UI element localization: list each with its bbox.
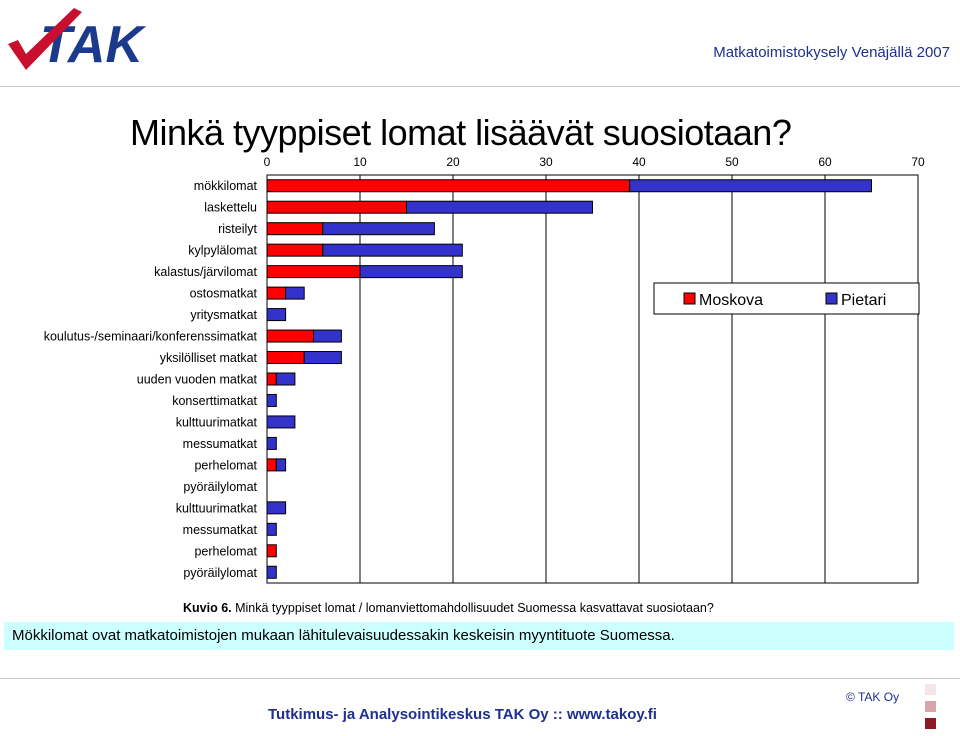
y-category-label: messumatkat bbox=[183, 437, 258, 451]
bar-moskova bbox=[266, 200, 407, 214]
y-category-label: mökkilomat bbox=[194, 179, 258, 193]
y-category-label: messumatkat bbox=[183, 523, 258, 537]
note-banner bbox=[4, 622, 954, 650]
y-category-label: laskettelu bbox=[204, 201, 257, 215]
tak-logo: TAK bbox=[4, 6, 156, 74]
legend-swatch bbox=[683, 292, 696, 305]
y-category-label: ostosmatkat bbox=[190, 287, 258, 301]
bar-pietari bbox=[322, 243, 463, 257]
bar-pietari bbox=[266, 436, 277, 450]
bar-chart: 0 10 20 30 40 50 60 70 mökkilomat laskettelu rist… bbox=[44, 155, 925, 584]
y-category-label: uuden vuoden matkat bbox=[137, 373, 258, 387]
x-tick-label: 70 bbox=[911, 155, 925, 169]
figure-caption: Kuvio 6. Minkä tyyppiset lomat / lomanvi… bbox=[183, 601, 714, 615]
bar-moskova bbox=[266, 372, 277, 386]
x-tick-label: 20 bbox=[446, 155, 460, 169]
y-category-label: konserttimatkat bbox=[172, 394, 257, 408]
y-category-label: yritysmatkat bbox=[190, 308, 257, 322]
y-category-label: perhelomat bbox=[194, 544, 257, 558]
bar-moskova bbox=[266, 329, 314, 343]
y-category-label: kulttuurimatkat bbox=[176, 415, 258, 429]
header-title: Matkatoimistokysely Venäjällä 2007 bbox=[713, 44, 950, 61]
bar-pietari bbox=[303, 351, 342, 365]
x-tick-label: 0 bbox=[264, 155, 271, 169]
y-category-label: koulutus-/seminaari/konferenssimatkat bbox=[44, 330, 258, 344]
bar-pietari bbox=[359, 265, 463, 279]
bar-pietari bbox=[266, 565, 277, 579]
copyright: © TAK Oy bbox=[846, 690, 900, 704]
legend-swatch bbox=[825, 292, 838, 305]
x-tick-label: 40 bbox=[632, 155, 646, 169]
y-category-label: pyöräilylomat bbox=[183, 566, 257, 580]
bar-moskova bbox=[266, 222, 324, 236]
bar-pietari bbox=[406, 200, 593, 214]
note-text: Mökkilomat ovat matkatoimistojen mukaan … bbox=[12, 627, 675, 644]
slide-title: Minkä tyyppiset lomat lisäävät suosiotaa… bbox=[130, 112, 792, 153]
legend-label: Moskova bbox=[699, 292, 763, 309]
bar-pietari bbox=[322, 222, 435, 236]
bar-moskova bbox=[266, 351, 305, 365]
legend-box bbox=[653, 282, 920, 315]
footer-text: Tutkimus- ja Analysointikeskus TAK Oy ::… bbox=[268, 706, 657, 723]
x-tick-label: 30 bbox=[539, 155, 553, 169]
y-category-label: kylpylälomat bbox=[188, 244, 257, 258]
legend-label: Pietari bbox=[841, 292, 886, 309]
bar-pietari bbox=[266, 308, 287, 322]
bar-pietari bbox=[629, 179, 873, 193]
bar-pietari bbox=[266, 415, 296, 429]
bar-pietari bbox=[266, 393, 277, 407]
bar-pietari bbox=[313, 329, 342, 343]
decor-square-dark bbox=[925, 718, 936, 729]
x-tick-label: 60 bbox=[818, 155, 832, 169]
bar-pietari bbox=[266, 522, 277, 536]
decor-square-light bbox=[925, 684, 936, 695]
bar-pietari bbox=[266, 501, 287, 515]
y-category-label: perhelomat bbox=[194, 458, 257, 472]
y-category-label: pyöräilylomat bbox=[183, 480, 257, 494]
header-divider bbox=[0, 86, 960, 87]
bar-moskova bbox=[266, 243, 324, 257]
caption-label: Kuvio 6. bbox=[183, 601, 232, 615]
bar-moskova bbox=[266, 458, 277, 472]
bar-moskova bbox=[266, 179, 631, 193]
bar-pietari bbox=[275, 372, 296, 386]
checkmark-icon bbox=[8, 8, 82, 70]
caption-text: Minkä tyyppiset lomat / lomanviettomahdo… bbox=[235, 601, 714, 615]
y-category-label: risteilyt bbox=[218, 222, 257, 236]
y-category-label: kalastus/järvilomat bbox=[154, 265, 257, 279]
bar-moskova bbox=[266, 265, 361, 279]
bar-moskova bbox=[266, 544, 277, 558]
bar-pietari bbox=[285, 286, 305, 300]
bar-moskova bbox=[266, 286, 287, 300]
decor-square-mid bbox=[925, 701, 936, 712]
plot-area bbox=[266, 174, 919, 584]
y-category-label: kulttuurimatkat bbox=[176, 501, 258, 515]
footer-divider bbox=[0, 678, 960, 679]
logo-text: TAK bbox=[40, 16, 146, 74]
x-tick-label: 50 bbox=[725, 155, 739, 169]
bar-pietari bbox=[275, 458, 287, 472]
x-tick-label: 10 bbox=[353, 155, 367, 169]
y-category-label: yksilölliset matkat bbox=[160, 351, 258, 365]
